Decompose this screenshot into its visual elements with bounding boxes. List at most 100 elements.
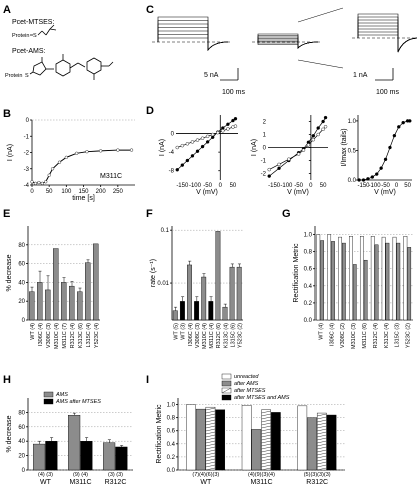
bar (327, 234, 332, 321)
data-point (233, 124, 238, 128)
data-point (116, 148, 120, 152)
data-point (267, 174, 271, 178)
y-tick-label: 1.0 (304, 233, 313, 239)
category-label: WT (3) (181, 323, 187, 340)
data-point (75, 151, 79, 155)
y-axis-label: I/Imax (tails) (341, 128, 348, 166)
bar-hatch (317, 443, 327, 447)
data-point (180, 163, 185, 167)
panel-label-e: E (3, 208, 10, 220)
bar-hatch (205, 443, 216, 447)
bar-hatch (317, 452, 327, 456)
y-tick-label: 20 (18, 299, 25, 305)
bar-hatch (317, 425, 327, 429)
category-label: M311C (7) (62, 323, 68, 349)
bar-hatch (261, 455, 271, 459)
bar (236, 266, 242, 321)
bar (115, 446, 128, 471)
bar-hatch (205, 425, 216, 429)
legend-label: unreacted (234, 374, 259, 380)
y-tick-label: -3 (24, 167, 30, 173)
bar-hatch (205, 455, 216, 459)
zoom-line (297, 59, 344, 69)
y-tick-label: 0.8 (304, 250, 313, 256)
category-label: Y523C (2) (406, 323, 412, 348)
data-point (408, 119, 412, 123)
y-tick-label: -1 (24, 134, 30, 140)
bar-hatch (317, 413, 327, 417)
category-label: M311C (69, 479, 91, 486)
data-point (175, 145, 179, 150)
iv-curve (269, 126, 326, 170)
bar (338, 236, 342, 321)
protein-label-1: Protein (12, 33, 29, 39)
y-tick-label: 0 (26, 118, 30, 124)
x-tick-label: -50 (294, 183, 303, 189)
iv-curve (359, 120, 410, 181)
panel-label-a: A (3, 4, 11, 16)
category-label: V308C (3) (195, 323, 201, 348)
bar (37, 282, 43, 321)
bar (208, 301, 214, 321)
bar-hatch (317, 464, 327, 468)
category-label: M310C (4) (202, 323, 208, 349)
panel-label-b: B (3, 108, 11, 120)
bar-hatch (261, 431, 271, 435)
bar (179, 301, 185, 321)
data-point (50, 167, 55, 171)
current-trace (357, 22, 417, 53)
scale-bar-current-1: 5 nA (204, 72, 219, 79)
x-tick-label: 0 (395, 183, 399, 189)
x-tick-label: -150 (358, 183, 371, 189)
current-trace (157, 16, 229, 51)
x-tick-label: 200 (96, 189, 107, 195)
x-tick-label: -100 (369, 183, 382, 189)
bar-hatch (261, 458, 271, 462)
category-label: WT (200, 479, 212, 486)
y-tick-label: 0 (22, 468, 26, 474)
data-point (296, 152, 301, 156)
count-label: (7)(4)(6)(3) (192, 472, 219, 478)
bar (92, 243, 99, 321)
y-axis-label: I (nA) (7, 144, 14, 161)
panel-label-d: D (146, 105, 154, 117)
chart-i: 0.0 0.2 0.4 0.6 0.8 1.0 Rectification Metric WT… (156, 373, 345, 486)
bar (370, 236, 375, 321)
iv-curve (269, 117, 326, 177)
y-tick-label: 0.5 (348, 148, 357, 154)
bar (316, 412, 327, 471)
data-point (323, 115, 328, 120)
panel-a-structures: Pcet-MTSES: Protein S Pcet-AMS: Protein … (5, 19, 114, 80)
data-point (210, 132, 215, 137)
data-point (37, 180, 41, 185)
bar-hatch (261, 449, 271, 453)
current-traces (152, 7, 417, 81)
bar-hatch (205, 458, 216, 462)
bar-hatch (205, 464, 216, 468)
data-point (375, 172, 379, 176)
bar-hatch (317, 461, 327, 465)
y-tick-label: 40 (18, 439, 25, 445)
bar-hatch (317, 455, 327, 459)
zoom-line (297, 7, 344, 23)
legend-swatch (221, 394, 232, 401)
data-point (316, 132, 320, 137)
y-tick-label: 0.2 (304, 301, 313, 307)
bar (374, 244, 379, 321)
bar (33, 443, 46, 471)
ams-bond-lines (29, 54, 114, 80)
sulfur-label-1: S (33, 33, 37, 39)
bar (229, 266, 235, 321)
category-label: Y523C (2) (237, 323, 243, 348)
bar-hatch (317, 422, 327, 426)
category-label: WT (4) (30, 323, 36, 340)
bar (320, 240, 324, 321)
bar (403, 236, 408, 321)
bar-hatch (261, 437, 271, 441)
x-axis-label: V (mV) (287, 189, 309, 196)
y-tick-label: 60 (18, 262, 25, 268)
bar (205, 406, 216, 471)
category-label: L315C (3) (395, 323, 401, 348)
bar (271, 412, 281, 471)
